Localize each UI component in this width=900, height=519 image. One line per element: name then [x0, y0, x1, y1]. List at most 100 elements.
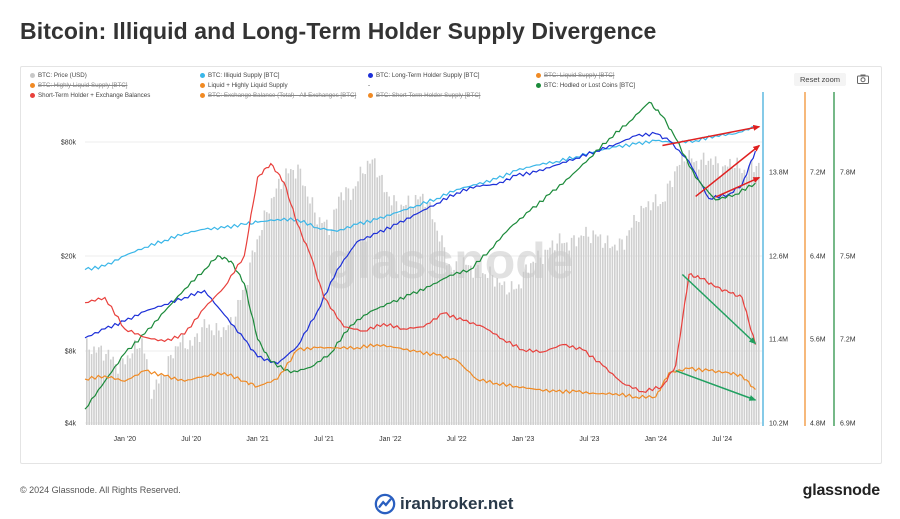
price-bar [635, 221, 638, 425]
price-bar [218, 330, 220, 425]
axis-1-tick-label: 10.2M [769, 421, 789, 428]
price-bar [712, 164, 714, 425]
legend-item[interactable]: BTC: Liquid Supply [BTC] [536, 72, 660, 79]
price-bar [297, 164, 299, 426]
price-bar [165, 376, 167, 425]
price-bar [146, 359, 148, 425]
price-bar [436, 230, 438, 425]
price-bar [98, 347, 100, 425]
price-bar [431, 219, 434, 425]
price-bar [107, 349, 110, 425]
legend-swatch [30, 93, 35, 98]
axis-3-tick-label: 7.5M [840, 254, 856, 261]
price-bar [371, 159, 374, 426]
camera-icon[interactable] [857, 74, 869, 84]
price-bar [398, 213, 400, 425]
reset-zoom-button[interactable]: Reset zoom [794, 73, 846, 86]
legend-item[interactable]: - [368, 82, 536, 89]
legend-item[interactable]: BTC: Hodled or Lost Coins [BTC] [536, 82, 660, 89]
legend-item[interactable]: BTC: Highly Liquid Supply [BTC] [30, 82, 200, 89]
price-bar [758, 162, 760, 425]
price-bar [453, 269, 455, 425]
price-bar [285, 168, 287, 426]
price-bar [338, 196, 340, 425]
price-bar [261, 230, 263, 425]
legend-swatch [30, 83, 35, 88]
price-bar [374, 158, 376, 425]
price-bar [633, 214, 635, 425]
price-bar [693, 162, 695, 426]
price-bar [722, 166, 724, 425]
price-bar [251, 250, 254, 425]
legend-label: Liquid + Highly Liquid Supply [208, 82, 288, 89]
price-bar [328, 234, 330, 425]
legend-item[interactable]: Short-Term Holder + Exchange Balances [30, 92, 200, 99]
price-bar [275, 188, 278, 425]
price-bar [602, 247, 604, 425]
legend-item[interactable]: BTC: Illiquid Supply [BTC] [200, 72, 368, 79]
price-bar [496, 277, 498, 425]
price-bar [357, 181, 359, 425]
legend-swatch [30, 73, 35, 78]
price-bar [462, 257, 465, 425]
legend-item[interactable]: BTC: Price (USD) [30, 72, 200, 79]
price-bar [729, 158, 731, 425]
price-bar [102, 360, 105, 425]
legend-item[interactable]: BTC: Exchange Balance (Total) - All Exch… [200, 92, 368, 99]
price-bar [587, 236, 590, 425]
price-bar [532, 261, 534, 425]
price-bar [638, 222, 640, 425]
price-bar [654, 194, 657, 425]
price-bar [482, 273, 484, 425]
price-bar [671, 187, 674, 425]
price-bar [592, 230, 594, 425]
iranbroker-logo-icon [374, 493, 396, 515]
price-bar [117, 373, 119, 425]
price-tick-label: $4k [65, 421, 77, 428]
x-tick-label: Jul '24 [712, 436, 732, 443]
legend-item[interactable]: BTC: Short-Term Holder Supply [BTC] [368, 92, 536, 99]
price-bar [573, 235, 575, 425]
legend-label: BTC: Liquid Supply [BTC] [544, 72, 615, 79]
price-bar [520, 288, 522, 425]
price-bar [486, 277, 489, 425]
price-bar [158, 383, 160, 425]
price-bar [122, 358, 124, 425]
price-bar [606, 235, 609, 425]
price-bar [172, 358, 174, 425]
price-bar [438, 241, 441, 425]
price-bar [237, 299, 239, 425]
price-bar [256, 239, 258, 425]
legend-swatch [368, 73, 373, 78]
annotation-arrow [715, 176, 761, 198]
price-bar [503, 281, 506, 425]
price-bar [695, 160, 698, 425]
price-bar [525, 264, 527, 425]
legend-item[interactable]: BTC: Long-Term Holder Supply [BTC] [368, 72, 536, 79]
price-bar [652, 202, 654, 425]
axis-3-tick-label: 7.8M [840, 170, 856, 177]
price-bar [134, 339, 136, 425]
price-bar [539, 257, 542, 425]
price-bar [674, 171, 676, 425]
price-bar [350, 199, 352, 425]
legend-label: Short-Term Holder + Exchange Balances [38, 92, 151, 99]
price-bar [422, 193, 424, 425]
price-bar [366, 160, 369, 425]
x-tick-label: Jul '23 [579, 436, 599, 443]
price-bar [174, 346, 177, 425]
price-bar [220, 337, 222, 425]
price-bar [640, 205, 642, 425]
price-bar [628, 230, 630, 425]
x-tick-label: Jul '22 [447, 436, 467, 443]
price-bar [198, 341, 201, 425]
price-bar [306, 196, 309, 425]
price-bar [501, 285, 503, 425]
price-bar [378, 175, 381, 425]
legend-item[interactable]: Liquid + Highly Liquid Supply [200, 82, 368, 89]
price-bar [597, 236, 599, 425]
price-bars [86, 150, 760, 426]
price-bar [383, 192, 386, 425]
price-bar [474, 268, 477, 425]
price-bar [604, 243, 606, 425]
